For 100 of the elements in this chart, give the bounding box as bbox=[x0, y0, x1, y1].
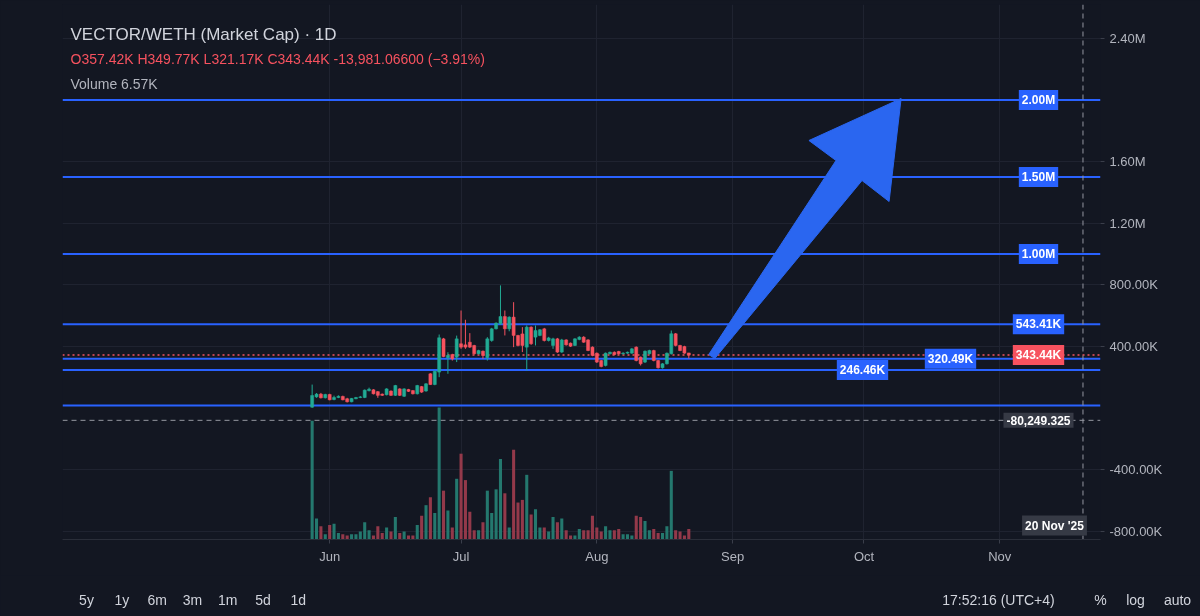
bar bbox=[477, 530, 481, 540]
bar bbox=[551, 517, 555, 540]
bar bbox=[472, 530, 476, 540]
bar bbox=[621, 534, 625, 540]
bar bbox=[437, 407, 441, 540]
y-tick-label: 800.00K bbox=[1109, 277, 1159, 293]
text: VECTOR/WETH (Market Cap) · 1D bbox=[70, 25, 337, 44]
text: 1d bbox=[290, 591, 307, 608]
bar bbox=[341, 534, 345, 540]
annotation: Volume 6.57K bbox=[70, 75, 159, 92]
bar bbox=[332, 523, 336, 540]
x-tick-label: Nov bbox=[988, 548, 1012, 564]
bar bbox=[652, 528, 656, 540]
bar bbox=[512, 449, 516, 540]
bar bbox=[354, 534, 358, 540]
candlestick bbox=[498, 284, 503, 326]
bar bbox=[612, 530, 616, 540]
ref-line-label: 20 Nov '25 bbox=[1025, 518, 1085, 533]
y-tick-label: 1.20M bbox=[1109, 215, 1146, 231]
text: 3m bbox=[182, 591, 203, 608]
bar bbox=[485, 490, 489, 540]
ref-line-label: 1.50M bbox=[1021, 169, 1056, 184]
ref-line-label: 2.00M bbox=[1021, 92, 1056, 107]
bar bbox=[520, 499, 524, 540]
bar bbox=[564, 530, 568, 540]
x-tick-label: Sep bbox=[721, 548, 745, 564]
candlestick bbox=[463, 319, 468, 350]
y-tick-label: 1.60M bbox=[1109, 154, 1146, 170]
bar bbox=[442, 490, 446, 540]
text: 6m bbox=[147, 591, 167, 608]
bar bbox=[428, 497, 432, 540]
candlestick bbox=[446, 351, 450, 375]
bar bbox=[433, 513, 437, 540]
bar bbox=[582, 530, 586, 540]
y-tick-label: 400.00K bbox=[1109, 338, 1159, 354]
candlestick bbox=[524, 324, 529, 372]
ref-line-label: 343.44K bbox=[1015, 348, 1062, 363]
candlestick bbox=[533, 324, 538, 346]
x-tick-label: Aug bbox=[585, 548, 609, 564]
text: O357.42K H349.77K L321.17K C343.44K -13,981.06600 (−3.91%) bbox=[70, 50, 485, 67]
candlestick bbox=[511, 301, 516, 348]
bar bbox=[669, 470, 673, 540]
candlestick bbox=[529, 325, 533, 346]
bar bbox=[533, 509, 538, 540]
bar bbox=[498, 458, 503, 540]
text: log bbox=[1126, 591, 1145, 608]
bar bbox=[380, 532, 384, 540]
text: 1m bbox=[217, 591, 238, 608]
candlestick bbox=[503, 310, 507, 336]
bar bbox=[542, 527, 546, 540]
y-tick-label: -800.00K bbox=[1109, 523, 1163, 539]
bar bbox=[455, 478, 459, 540]
ref-line-label: 1.00M bbox=[1021, 246, 1056, 261]
bar bbox=[674, 530, 678, 540]
text: auto bbox=[1163, 591, 1192, 608]
bar bbox=[323, 534, 327, 540]
bar bbox=[389, 531, 393, 540]
bar bbox=[446, 510, 450, 540]
bar bbox=[656, 532, 660, 540]
x-tick-label: Oct bbox=[853, 548, 875, 564]
bar bbox=[608, 530, 612, 540]
bar bbox=[424, 505, 428, 540]
text: 5y bbox=[79, 591, 94, 608]
bar bbox=[459, 453, 463, 540]
text: 17:52:16 (UTC+4) bbox=[942, 591, 1055, 608]
bar bbox=[328, 524, 332, 540]
bar bbox=[529, 514, 533, 540]
bar bbox=[363, 522, 367, 540]
candlestick bbox=[520, 326, 525, 353]
bar bbox=[625, 534, 630, 540]
bar bbox=[634, 515, 638, 540]
bar bbox=[604, 526, 608, 540]
ref-line-label: 543.41K bbox=[1015, 317, 1062, 332]
bar bbox=[385, 527, 389, 540]
bar bbox=[367, 530, 371, 540]
bar bbox=[560, 518, 564, 540]
bar bbox=[481, 522, 485, 540]
y-tick-label: 2.40M bbox=[1109, 30, 1146, 46]
bar bbox=[350, 534, 354, 540]
bar bbox=[503, 493, 507, 540]
text: % bbox=[1094, 591, 1107, 608]
y-tick-label: -400.00K bbox=[1109, 462, 1163, 478]
ref-line-label: 320.49K bbox=[927, 351, 974, 366]
bar bbox=[420, 515, 424, 540]
bar bbox=[310, 420, 314, 540]
bar bbox=[507, 527, 511, 540]
bar bbox=[617, 528, 621, 540]
bar bbox=[577, 528, 581, 540]
ref-line-label: 246.46K bbox=[839, 363, 886, 378]
bar bbox=[376, 526, 380, 540]
bar bbox=[687, 528, 691, 540]
candlestick bbox=[454, 335, 459, 363]
bar bbox=[665, 526, 669, 540]
bar bbox=[319, 526, 323, 540]
ref-line-label: -80,249.325 bbox=[1006, 413, 1071, 428]
bar bbox=[643, 521, 647, 540]
bar bbox=[555, 522, 559, 540]
bar bbox=[393, 517, 397, 540]
bar bbox=[525, 474, 529, 540]
x-tick-label: Jul bbox=[452, 548, 470, 564]
